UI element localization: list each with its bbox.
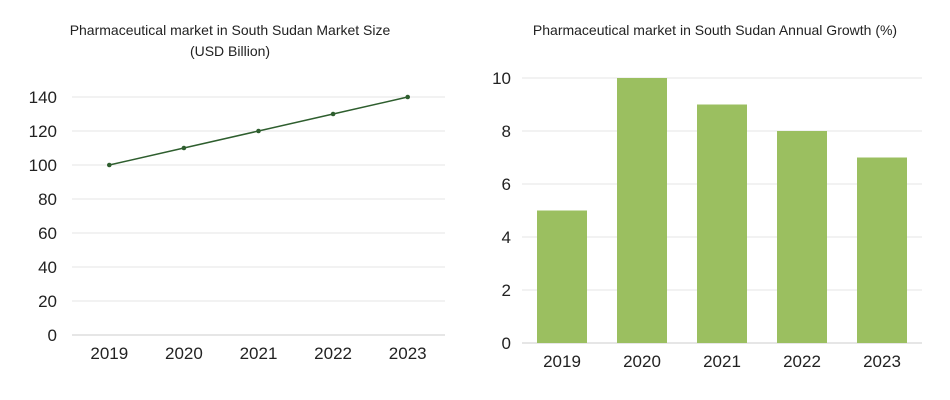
market-size-y-tick-label: 80 (38, 190, 57, 209)
market-size-subtitle: (USD Billion) (189, 43, 271, 59)
market-size-data-point (405, 94, 411, 100)
annual-growth-x-tick-label: 2022 (783, 352, 821, 371)
annual-growth-x-tick-label: 2021 (703, 352, 741, 371)
market-size-y-tick-label: 120 (29, 122, 57, 141)
annual-growth-bar-chart: 0 2 4 6 8 10 2019 2020 2021 2022 2023 (492, 69, 922, 371)
annual-growth-x-tick-label: 2019 (543, 352, 581, 371)
annual-growth-y-tick-label: 10 (492, 69, 511, 88)
annual-growth-bar (777, 131, 827, 343)
market-size-line-chart: 0 20 40 60 80 100 120 140 2019 2020 2021 2022 2023 (29, 88, 445, 363)
annual-growth-y-tick-label: 6 (502, 175, 511, 194)
annual-growth-bar (857, 157, 907, 343)
market-size-y-tick-label: 20 (38, 292, 57, 311)
market-size-x-tick-label: 2023 (389, 344, 427, 363)
annual-growth-bar (697, 104, 747, 343)
market-size-data-point (107, 162, 112, 168)
market-size-chart-title: Pharmaceutical market in South Sudan Mar… (20, 20, 440, 62)
annual-growth-y-tick-label: 2 (502, 281, 511, 300)
annual-growth-title: Pharmaceutical market in South Sudan Ann… (532, 22, 898, 38)
market-size-y-tick-label: 100 (29, 156, 57, 175)
annual-growth-y-tick-label: 8 (502, 122, 511, 141)
annual-growth-bar (617, 78, 667, 343)
market-size-data-point (181, 145, 187, 151)
market-size-y-tick-label: 60 (38, 224, 57, 243)
market-size-title: Pharmaceutical market in South Sudan Mar… (69, 22, 391, 38)
annual-growth-chart-title: Pharmaceutical market in South Sudan Ann… (490, 20, 940, 41)
market-size-x-tick-label: 2022 (314, 344, 352, 363)
market-size-x-tick-label: 2021 (240, 344, 278, 363)
market-size-x-tick-label: 2020 (165, 344, 203, 363)
market-size-y-tick-label: 140 (29, 88, 57, 107)
market-size-data-point (256, 128, 261, 134)
annual-growth-x-tick-label: 2023 (863, 352, 901, 371)
market-size-y-tick-label: 0 (48, 326, 57, 345)
annual-growth-x-tick-label: 2020 (623, 352, 661, 371)
annual-growth-y-tick-label: 4 (502, 228, 511, 247)
market-size-x-tick-label: 2019 (90, 344, 128, 363)
annual-growth-bar (537, 210, 587, 343)
annual-growth-y-tick-label: 0 (502, 334, 511, 353)
market-size-data-point (330, 111, 336, 117)
market-size-y-tick-label: 40 (38, 258, 57, 277)
